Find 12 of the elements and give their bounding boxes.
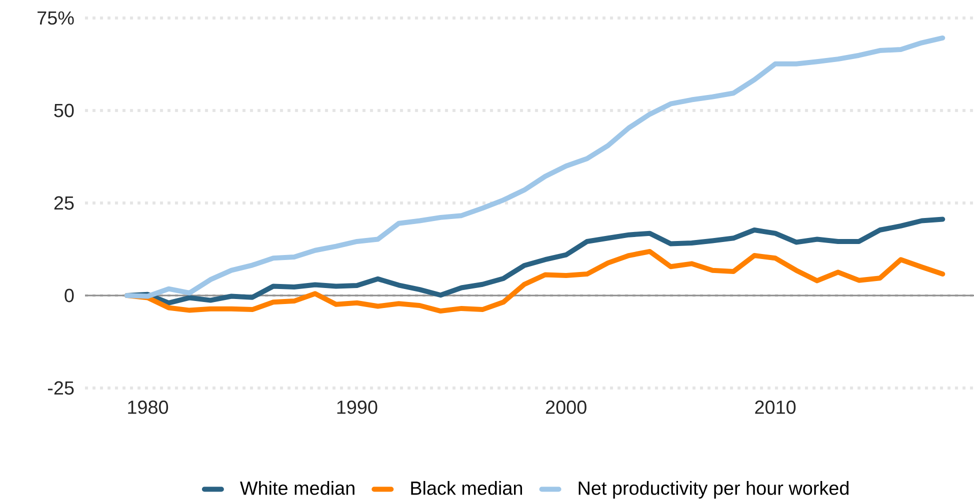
legend-label: White median: [240, 480, 354, 495]
y-tick-label: -25: [48, 381, 74, 395]
x-tick-label: 2000: [546, 400, 586, 414]
y-tick-label: 25: [54, 196, 74, 210]
y-tick-label: 50: [54, 104, 74, 118]
x-tick-label: 1990: [337, 400, 378, 414]
x-tick-label: 1980: [128, 400, 168, 414]
x-tick-label: 2010: [755, 400, 796, 414]
y-tick-label: 0: [64, 288, 74, 302]
y-tick-label: 75%: [38, 11, 74, 25]
legend-label: Black median: [411, 480, 522, 495]
legend-label: Net productivity per hour worked: [578, 480, 848, 499]
